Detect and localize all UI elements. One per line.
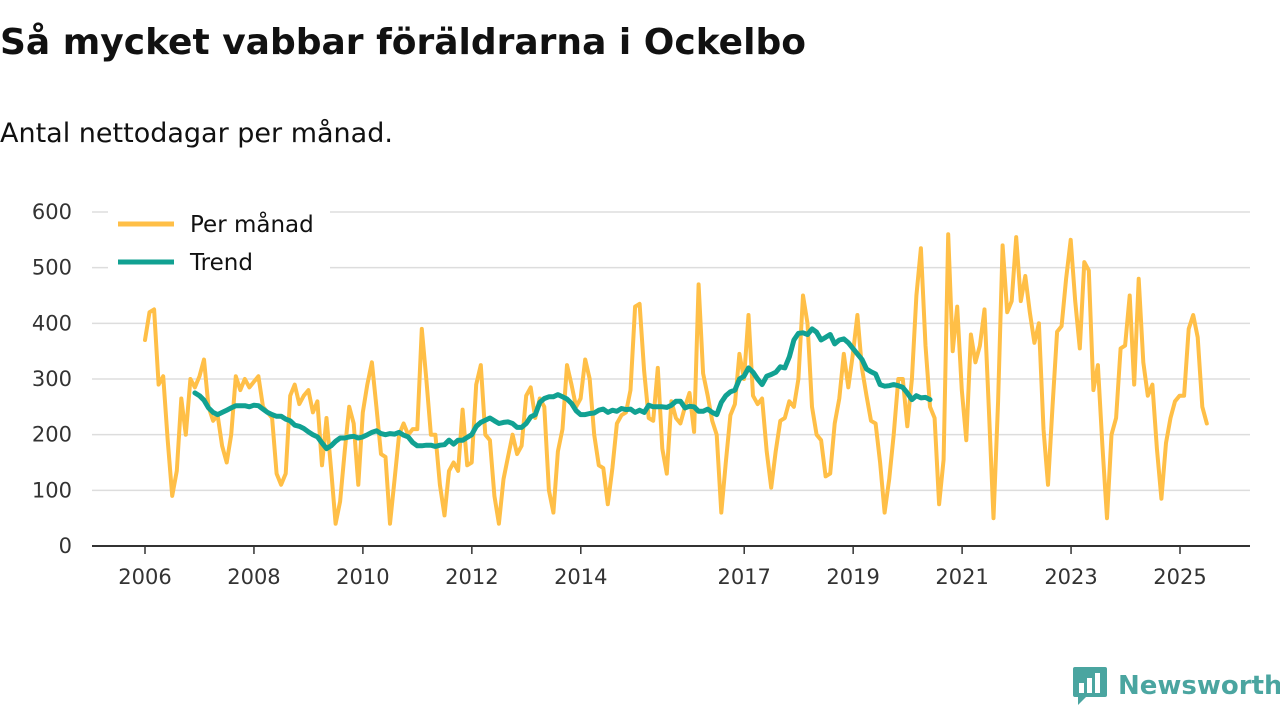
series-line-monthly: [143, 232, 1209, 526]
x-tick-label: 2008: [227, 565, 280, 589]
legend-item-trend[interactable]: Trend: [118, 250, 253, 276]
x-tick-label: 2010: [336, 565, 389, 589]
legend-label-monthly: Per månad: [190, 210, 314, 238]
x-tick-label: 2012: [445, 565, 498, 589]
y-axis-ticks: 0 100 200 300 400 500 600: [32, 200, 72, 558]
series-lines: [143, 232, 1209, 526]
legend: Per månad Trend: [108, 204, 330, 280]
series-line-trend: [192, 326, 933, 452]
x-tick-label: 2014: [554, 565, 607, 589]
y-tick-label: 300: [32, 367, 72, 391]
x-tick-label: 2023: [1044, 565, 1097, 589]
y-tick-label: 500: [32, 256, 72, 280]
x-tick-label: 2025: [1153, 565, 1206, 589]
x-axis-ticks: 2006 2008 2010 2012 2014 2017 2019 2021 2023 2025: [118, 546, 1207, 589]
y-tick-label: 100: [32, 478, 72, 502]
x-tick-label: 2021: [935, 565, 988, 589]
x-tick-label: 2019: [826, 565, 879, 589]
legend-item-monthly[interactable]: Per månad: [118, 210, 314, 238]
chart-title: Så mycket vabbar föräldrarna i Ockelbo: [0, 22, 806, 63]
y-tick-label: 400: [32, 311, 72, 335]
x-tick-label: 2006: [118, 565, 171, 589]
legend-background: [108, 204, 330, 280]
legend-label-trend: Trend: [189, 250, 253, 276]
newsworthy-brand[interactable]: Newsworthy: [1072, 666, 1280, 706]
chart-subtitle: Antal nettodagar per månad.: [0, 118, 393, 149]
newsworthy-logo-icon: [1073, 667, 1107, 705]
y-tick-label: 200: [32, 423, 72, 447]
x-tick-label: 2017: [717, 565, 770, 589]
brand-name: Newsworthy: [1118, 671, 1280, 701]
y-tick-label: 0: [59, 534, 72, 558]
y-tick-label: 600: [32, 200, 72, 224]
